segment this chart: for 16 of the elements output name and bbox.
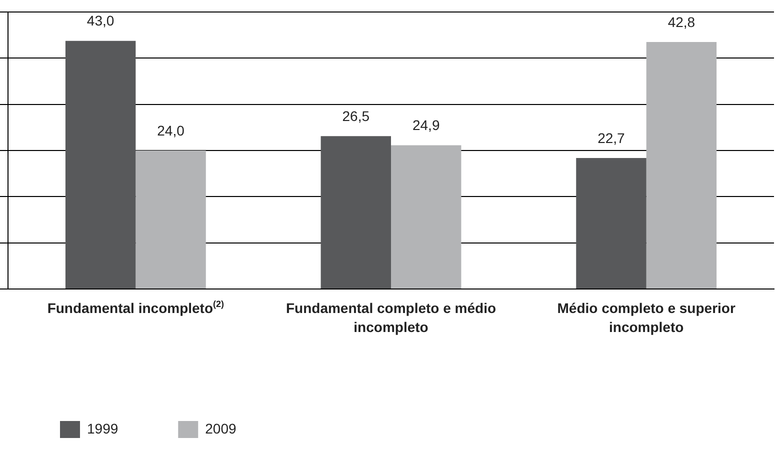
bar [391, 145, 462, 288]
data-label: 22,7 [598, 130, 626, 146]
x-tick-label: Médio completo e superior incompleto [557, 300, 736, 335]
data-label: 26,5 [342, 108, 370, 124]
bar [576, 158, 646, 288]
data-label: 24,9 [412, 117, 440, 134]
data-label: 24,0 [157, 122, 185, 138]
bar [646, 42, 717, 288]
x-tick-label: Fundamental completo e médio incompleto [286, 300, 496, 335]
legend-label: 1999 [87, 420, 118, 436]
bar [320, 136, 391, 288]
legend-label: 2009 [205, 420, 237, 436]
data-label: 43,0 [86, 12, 114, 29]
data-label: 42,8 [668, 14, 696, 30]
bar [136, 150, 206, 288]
bar [65, 40, 136, 288]
